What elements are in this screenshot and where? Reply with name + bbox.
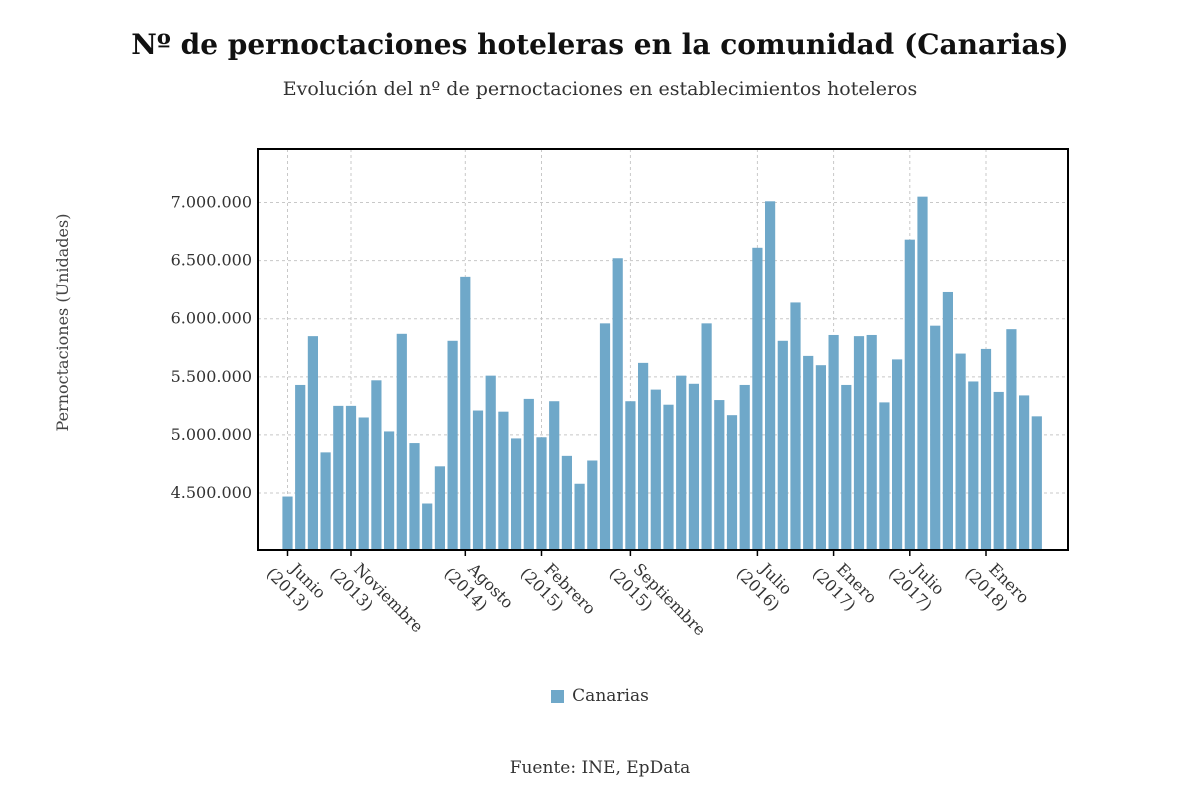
y-tick-label: 7.000.000: [171, 192, 252, 211]
bar: [295, 384, 306, 550]
x-tick-label: Enero(2018): [961, 549, 1033, 621]
y-tick-label: 5.000.000: [171, 425, 252, 444]
bar: [612, 258, 623, 550]
bar: [511, 438, 522, 550]
bar: [625, 401, 636, 550]
x-tick-label: Agosto(2014): [440, 549, 517, 626]
bar: [460, 276, 471, 550]
bar: [803, 355, 814, 550]
bar: [688, 383, 699, 550]
y-tick-label: 5.500.000: [171, 367, 252, 386]
x-tick-label: Julio(2016): [733, 549, 798, 614]
y-tick-label: 6.000.000: [171, 309, 252, 328]
bar: [815, 365, 826, 550]
bar: [384, 431, 395, 550]
bar: [485, 375, 496, 550]
bar: [447, 340, 458, 550]
x-tick-label: Noviembre(2013): [326, 549, 427, 650]
bar: [536, 437, 547, 550]
bar: [561, 455, 572, 550]
bar: [892, 359, 903, 550]
bar: [396, 333, 407, 550]
bar: [650, 389, 661, 550]
bar: [739, 384, 750, 550]
bar: [599, 323, 611, 550]
bar: [320, 452, 331, 550]
bar: [307, 336, 318, 550]
x-tick-label: Septiembre(2015): [606, 549, 710, 653]
bar: [701, 323, 712, 550]
bar: [409, 443, 420, 550]
x-tick-label: Febrero(2015): [517, 549, 600, 632]
x-tick-label: Enero(2017): [809, 549, 881, 621]
bar: [333, 405, 344, 550]
bar: [968, 381, 979, 550]
bar: [434, 466, 445, 550]
bar: [345, 405, 357, 550]
legend-label: Canarias: [572, 686, 649, 706]
bar: [828, 334, 839, 550]
source-note: Fuente: INE, EpData: [509, 758, 691, 778]
bar: [587, 460, 598, 550]
bar: [1019, 395, 1030, 550]
bar: [549, 401, 560, 550]
bar: [942, 291, 953, 550]
x-tick-label: Julio(2017): [885, 549, 950, 614]
bar: [777, 340, 788, 550]
bar: [358, 417, 369, 550]
y-tick-label: 6.500.000: [171, 251, 252, 270]
bar: [993, 391, 1004, 550]
x-tick-label: Junio(2013): [263, 549, 330, 616]
y-axis-title: Pernoctaciones (Unidades): [53, 214, 72, 432]
bar: [676, 375, 687, 550]
bar: [904, 239, 915, 550]
bar: [422, 503, 433, 550]
bar: [917, 196, 928, 550]
bar: [879, 402, 890, 550]
bar: [714, 400, 725, 550]
y-tick-label: 4.500.000: [171, 483, 252, 502]
chart-title: Nº de pernoctaciones hoteleras en la com…: [131, 28, 1069, 61]
bar: [980, 348, 992, 550]
bar: [282, 496, 293, 550]
bar: [638, 362, 649, 550]
bar: [1006, 329, 1017, 550]
bar: [790, 302, 801, 550]
bar: [523, 398, 534, 550]
bar: [663, 404, 674, 550]
bar: [726, 415, 738, 550]
chart-subtitle: Evolución del nº de pernoctaciones en es…: [282, 78, 918, 100]
plot-frame: [257, 148, 1069, 551]
bar: [1031, 416, 1042, 550]
bar: [371, 380, 382, 550]
bar: [841, 384, 852, 550]
bar: [498, 411, 509, 550]
bar: [930, 325, 941, 550]
bar: [866, 334, 877, 550]
legend: Canarias: [0, 686, 1200, 706]
bar: [853, 336, 865, 550]
bar: [765, 201, 776, 550]
bar: [752, 247, 763, 550]
bar: [472, 410, 484, 550]
bar: [574, 483, 585, 550]
legend-swatch: [551, 689, 565, 703]
bar: [955, 353, 966, 550]
